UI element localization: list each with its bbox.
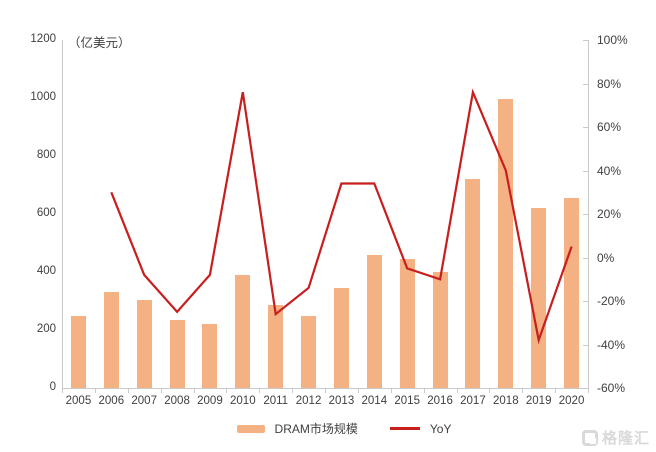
line-legend-swatch — [389, 427, 420, 430]
bar-2015 — [399, 258, 415, 388]
bar-2013 — [333, 287, 349, 388]
left-axis-tick-label: 800 — [36, 149, 56, 161]
bar-2005 — [70, 315, 86, 388]
x-axis-tick — [456, 389, 458, 393]
left-axis-tick-label: 600 — [36, 207, 56, 219]
right-axis-tick — [583, 170, 588, 172]
x-axis-tick — [259, 389, 261, 393]
x-axis-label: 2006 — [98, 395, 125, 407]
x-axis-label: 2020 — [558, 395, 585, 407]
bar-2007 — [136, 299, 152, 388]
watermark-logo-icon — [581, 429, 598, 446]
x-axis-tick — [423, 389, 425, 393]
x-axis-tick — [522, 389, 524, 393]
bar-2006 — [103, 292, 119, 388]
left-axis-tick-label: 1000 — [30, 91, 56, 103]
x-axis-label: 2008 — [164, 395, 190, 407]
bar-2019 — [531, 208, 547, 388]
x-axis-tick — [489, 389, 491, 393]
x-axis-label: 2019 — [525, 395, 552, 407]
right-axis-tick — [583, 127, 588, 128]
left-axis-tick-label: 200 — [36, 323, 56, 335]
right-axis-tick-label: 80% — [597, 76, 622, 91]
bar-2017 — [465, 179, 481, 388]
right-axis-tick-label: 60% — [597, 120, 622, 134]
x-axis-label: 2018 — [493, 395, 519, 407]
line-legend-label: YoY — [429, 421, 452, 436]
right-axis-tick — [583, 257, 588, 259]
right-axis-tick-label: -40% — [597, 337, 626, 352]
bar-2008 — [169, 319, 185, 388]
bar-2018 — [498, 99, 514, 388]
x-axis-label: 2005 — [65, 395, 92, 407]
left-axis-line — [62, 40, 63, 388]
x-axis-tick — [226, 389, 228, 393]
x-axis-tick — [127, 389, 129, 393]
x-axis-label: 2007 — [131, 395, 157, 407]
x-axis-label: 2015 — [394, 395, 420, 407]
x-axis-label: 2017 — [460, 395, 486, 407]
x-axis-tick — [588, 389, 589, 393]
right-axis-tick — [583, 83, 588, 85]
right-axis-tick-label: 20% — [597, 207, 622, 221]
x-axis-label: 2016 — [427, 395, 453, 407]
x-axis-tick — [160, 389, 162, 393]
x-axis-label: 2011 — [263, 395, 289, 407]
right-axis-tick-label: 100% — [597, 33, 628, 47]
x-axis-tick — [94, 389, 96, 393]
left-axis-tick-label: 400 — [36, 265, 56, 277]
x-axis-tick — [555, 389, 557, 393]
right-axis-tick-label: -20% — [597, 294, 626, 308]
bottom-axis-line — [62, 388, 589, 389]
x-axis-label: 2009 — [197, 395, 223, 407]
right-axis-tick-label: 40% — [597, 163, 622, 178]
x-axis-tick — [390, 389, 392, 393]
right-axis-tick — [583, 40, 588, 41]
x-axis-tick — [292, 389, 294, 393]
x-axis-label: 2014 — [361, 395, 388, 407]
right-axis-tick-label: -60% — [597, 381, 626, 395]
right-axis-tick — [583, 214, 588, 215]
right-axis-tick-label: 0% — [597, 250, 615, 265]
left-axis-tick-label: 0 — [49, 381, 56, 393]
bar-2009 — [202, 324, 218, 388]
left-axis-tick-label: 1200 — [30, 33, 56, 45]
bar-2010 — [235, 274, 251, 388]
bar-2016 — [432, 272, 448, 388]
right-axis-tick — [583, 301, 588, 302]
bar-2012 — [301, 315, 317, 388]
x-axis-tick — [357, 389, 359, 393]
x-axis-label: 2013 — [328, 395, 355, 407]
watermark-text: 格隆汇 — [601, 430, 650, 447]
right-axis-line — [588, 40, 589, 388]
right-axis-tick — [583, 344, 588, 346]
x-axis-tick — [193, 389, 195, 393]
watermark: 格隆汇 — [581, 427, 650, 448]
left-axis-unit-label: （亿美元） — [68, 36, 131, 50]
bar-2011 — [268, 305, 284, 388]
x-axis-tick — [62, 389, 63, 393]
x-axis-label: 2012 — [295, 395, 322, 407]
bar-legend-swatch — [236, 424, 265, 433]
x-axis-tick — [325, 389, 326, 393]
legend: DRAM市场规模 YoY — [16, 420, 656, 437]
bar-2020 — [564, 198, 580, 388]
x-axis-label: 2010 — [230, 395, 256, 407]
bar-legend-label: DRAM市场规模 — [274, 422, 358, 436]
bar-2014 — [366, 254, 382, 388]
